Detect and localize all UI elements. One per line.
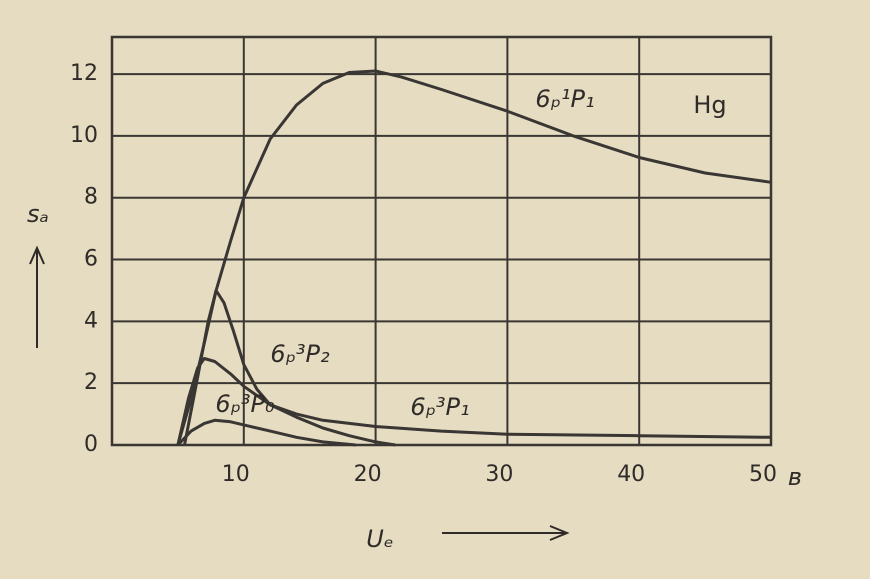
series-line — [176, 418, 356, 447]
y-tick-label: 6 — [84, 247, 98, 272]
series-label: 6ₚ³P₂ — [270, 340, 330, 368]
y-tick-label: 10 — [70, 123, 98, 148]
x-unit: в — [788, 463, 802, 491]
y-tick-label: 0 — [84, 432, 98, 457]
y-tick-label: 8 — [84, 185, 98, 210]
x-axis-label: Uₑ — [366, 525, 394, 553]
x-tick-label: 40 — [617, 462, 645, 487]
series-label: 6ₚ³P₁ — [410, 393, 469, 421]
series-label: 6ₚ³P₀ — [215, 390, 275, 418]
x-tick-label: 30 — [485, 462, 513, 487]
annotation: Hg — [693, 91, 726, 119]
y-tick-label: 12 — [70, 61, 98, 86]
series-label: 6ₚ¹P₁ — [535, 85, 594, 113]
x-tick-label: 20 — [354, 462, 382, 487]
x-tick-label: 10 — [222, 462, 250, 487]
y-tick-label: 4 — [84, 308, 98, 333]
series-line — [183, 289, 772, 446]
y-arrow-head — [29, 245, 45, 265]
x-arrow-head — [549, 525, 570, 541]
series-line — [176, 357, 396, 447]
y-tick-label: 2 — [84, 370, 98, 395]
y-axis-label: sₐ — [27, 200, 49, 228]
x-tick-label: 50 — [749, 462, 777, 487]
